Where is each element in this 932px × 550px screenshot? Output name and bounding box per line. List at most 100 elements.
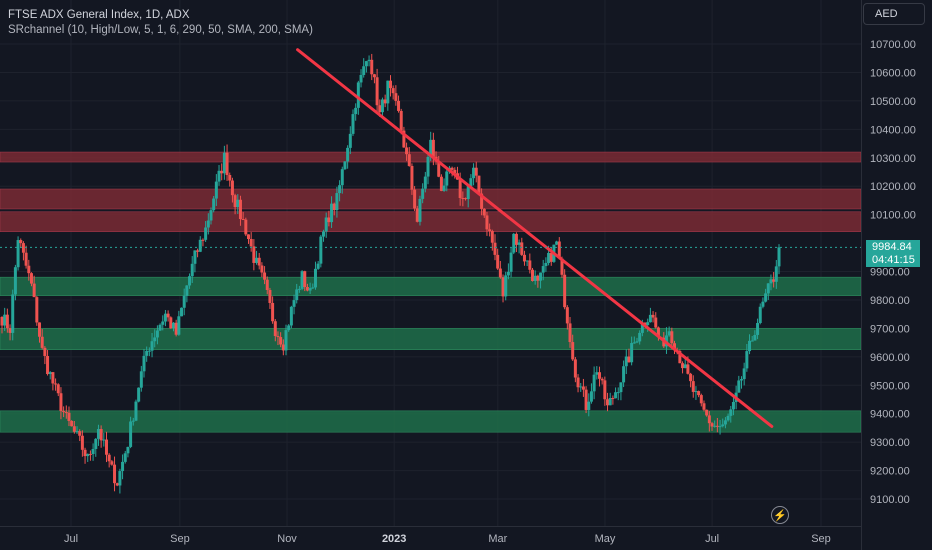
candle-body xyxy=(196,250,200,252)
candle-body xyxy=(129,421,133,447)
candle-body xyxy=(501,277,505,297)
candle-body xyxy=(694,391,698,393)
candle-body xyxy=(681,363,685,369)
time-axis: Jul Sep Nov 2023 Mar May Jul Sep xyxy=(64,533,831,545)
candle-body xyxy=(514,233,518,245)
candle-body xyxy=(220,170,224,174)
candle-body xyxy=(469,178,473,187)
candle-body xyxy=(485,215,489,230)
candle-body xyxy=(739,379,743,381)
candle-body xyxy=(214,181,218,199)
candle-body xyxy=(737,380,741,393)
candle-body xyxy=(702,403,706,410)
candle-body xyxy=(335,193,339,211)
candle-body xyxy=(421,188,425,199)
candle-body xyxy=(517,242,521,245)
candle-body xyxy=(27,265,31,274)
trendline xyxy=(296,48,774,428)
candle-body xyxy=(354,107,358,115)
indicator-legend[interactable]: SRchannel (10, High/Low, 5, 1, 6, 290, 5… xyxy=(8,24,313,36)
candle-body xyxy=(619,382,623,393)
candle-body xyxy=(190,263,194,277)
candle-body xyxy=(145,350,149,356)
candle-body xyxy=(46,355,50,375)
candle-body xyxy=(380,99,384,113)
candle-body xyxy=(397,100,401,111)
candle-body xyxy=(29,273,33,284)
candle-body xyxy=(59,393,63,412)
candle-body xyxy=(255,257,259,263)
candle-body xyxy=(764,293,768,302)
candle-body xyxy=(742,368,746,380)
time-tick-label: 2023 xyxy=(382,533,406,545)
candle-body xyxy=(185,285,189,296)
candle-body xyxy=(707,415,711,424)
price-tick-label: 9400.00 xyxy=(870,409,910,421)
candle-body xyxy=(431,139,435,157)
resistance-zone xyxy=(0,211,862,232)
price-tick-label: 10700.00 xyxy=(870,39,916,51)
candle-body xyxy=(83,449,87,457)
candle-body xyxy=(327,217,331,223)
candle-body xyxy=(429,139,433,157)
price-tick-label: 10200.00 xyxy=(870,181,916,193)
time-tick-label: Jul xyxy=(64,533,78,545)
candle-body xyxy=(766,283,770,294)
candle-body xyxy=(32,283,36,298)
candle-body xyxy=(394,93,398,101)
candle-body xyxy=(648,314,652,323)
candle-body xyxy=(11,294,15,333)
candle-body xyxy=(48,372,52,375)
candle-body xyxy=(193,250,197,264)
candle-body xyxy=(673,343,677,351)
candle-body xyxy=(630,343,634,363)
candle-body xyxy=(595,372,599,375)
candle-body xyxy=(482,208,486,216)
candle-body xyxy=(236,199,240,208)
last-price-value: 9984.84 xyxy=(872,241,912,253)
price-tick-label: 10600.00 xyxy=(870,67,916,79)
candle-body xyxy=(238,199,242,220)
candle-body xyxy=(322,231,326,237)
candle-body xyxy=(201,239,205,241)
candle-body xyxy=(177,316,181,335)
candle-body xyxy=(67,412,71,421)
price-tick-label: 9900.00 xyxy=(870,267,910,279)
lightning-icon[interactable]: ⚡ xyxy=(771,506,789,524)
candle-body xyxy=(472,167,476,179)
candle-body xyxy=(313,268,317,288)
candle-body xyxy=(134,401,138,421)
candle-body xyxy=(640,322,644,333)
candle-body xyxy=(654,317,658,328)
candle-body xyxy=(437,161,441,177)
candle-body xyxy=(107,454,111,462)
price-tick-label: 9300.00 xyxy=(870,437,910,449)
time-tick-label: May xyxy=(595,533,616,545)
candle-body xyxy=(169,317,173,329)
candle-body xyxy=(439,176,443,191)
candle-body xyxy=(611,398,615,400)
candle-body xyxy=(40,336,44,348)
candle-body xyxy=(721,424,725,427)
candle-body xyxy=(86,453,90,457)
candle-body xyxy=(80,435,84,450)
candle-body xyxy=(206,220,210,228)
candle-body xyxy=(139,371,143,388)
candle-body xyxy=(490,231,494,243)
candle-body xyxy=(35,297,39,323)
candle-body xyxy=(24,252,28,266)
candle-body xyxy=(525,260,529,262)
candle-body xyxy=(330,203,334,223)
candle-body xyxy=(241,219,245,221)
candle-body xyxy=(622,366,626,383)
candle-body xyxy=(579,386,583,388)
currency-button[interactable]: AED xyxy=(863,3,925,25)
candle-body xyxy=(506,271,510,276)
candle-body xyxy=(606,399,610,406)
candle-body xyxy=(691,381,695,392)
time-tick-label: Sep xyxy=(170,533,190,545)
candle-body xyxy=(753,334,757,341)
price-tick-label: 10100.00 xyxy=(870,210,916,222)
candle-body xyxy=(750,340,754,342)
